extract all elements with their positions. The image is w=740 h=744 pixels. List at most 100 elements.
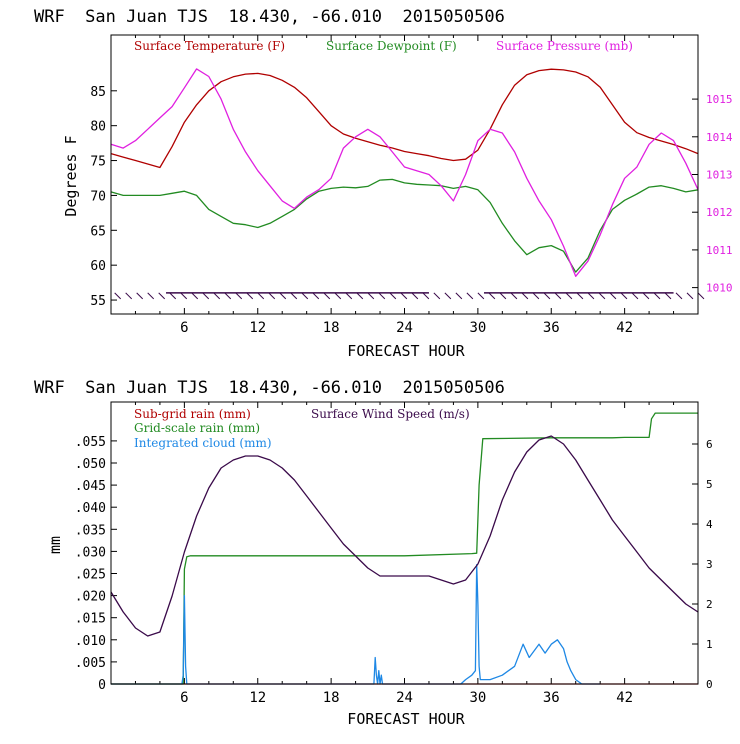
top-x-tick-label: 6: [180, 320, 188, 336]
top-y-tick-label: 70: [90, 189, 106, 204]
bottom-x-tick-label: 18: [323, 690, 340, 706]
bottom-y2-tick-label: 6: [706, 438, 713, 451]
legend-wind-speed: Surface Wind Speed (m/s): [311, 407, 470, 421]
wind-barb: [180, 292, 188, 300]
wind-barb: [521, 292, 529, 300]
bottom-x-tick-label: 12: [249, 690, 266, 706]
top-x-tick-label: 12: [249, 320, 266, 336]
top-y2-tick-label: 1012: [706, 206, 733, 219]
dewpoint-line: [110, 178, 699, 273]
temperature-line: [110, 68, 699, 169]
wind-barb: [499, 292, 507, 300]
pressure-line: [110, 68, 699, 277]
wind-barb: [301, 292, 309, 300]
wind-barb-row: [114, 292, 705, 300]
bottom-plot-frame: [110, 401, 699, 685]
wind-barb: [202, 292, 210, 300]
bottom-x-tick-label: 42: [616, 690, 633, 706]
gridscale-rain-line: [111, 412, 698, 685]
top-x-axis-label: FORECAST HOUR: [347, 342, 465, 360]
wind-barb: [587, 292, 595, 300]
top-series-lines: [110, 68, 699, 277]
wind-barb: [158, 292, 166, 300]
bottom-y-axis-label: mm: [46, 536, 64, 554]
wind-barb: [488, 292, 496, 300]
wind-barb: [334, 292, 342, 300]
bottom-y-tick-label: 0: [98, 678, 106, 693]
wind-barb: [477, 292, 485, 300]
top-y2-tick-label: 1015: [706, 93, 733, 106]
bottom-y-tick-label: .030: [75, 545, 106, 560]
top-y-tick-label: 85: [90, 85, 106, 100]
top-panel: WRF San Juan TJS 18.430, -66.010 2015050…: [34, 7, 733, 360]
bottom-y2-tick-label: 2: [706, 598, 713, 611]
wind-barb: [323, 292, 331, 300]
bottom-x-tick-label: 36: [543, 690, 560, 706]
top-y2-tick-label: 1010: [706, 282, 733, 295]
top-y-tick-label: 55: [90, 294, 106, 309]
wind-barb: [389, 292, 397, 300]
wind-barb: [411, 292, 419, 300]
bottom-y-tick-label: .010: [75, 634, 106, 649]
legend-gridscale-rain: Grid-scale rain (mm): [134, 421, 260, 435]
wind-barb: [664, 292, 672, 300]
bottom-y-tick-label: .045: [75, 479, 106, 494]
top-y-tick-label: 60: [90, 259, 106, 274]
bottom-y-tick-label: .055: [75, 435, 106, 450]
bottom-y-tick-label: .020: [75, 590, 106, 605]
bottom-chart-title: WRF San Juan TJS 18.430, -66.010 2015050…: [34, 378, 505, 398]
wind-barb: [246, 292, 254, 300]
bottom-y2-tick-label: 5: [706, 478, 713, 491]
wind-barb: [576, 292, 584, 300]
bottom-y-tick-label: .025: [75, 567, 106, 582]
wind-barb: [422, 292, 430, 300]
wind-barb: [400, 292, 408, 300]
bottom-y-tick-label: .050: [75, 457, 106, 472]
wind-barb: [279, 292, 287, 300]
legend-pressure: Surface Pressure (mb): [496, 39, 633, 53]
bottom-y2-tick-label: 0: [706, 678, 713, 691]
legend-subgrid-rain: Sub-grid rain (mm): [134, 407, 251, 421]
wind-barb: [191, 292, 199, 300]
bottom-x-tick-label: 6: [180, 690, 188, 706]
wind-barb: [455, 292, 463, 300]
top-y2-tick-label: 1014: [706, 131, 733, 144]
bottom-y2-tick-label: 1: [706, 638, 713, 651]
wind-barb: [697, 292, 705, 300]
top-y-tick-label: 75: [90, 155, 106, 170]
wind-barb: [444, 292, 452, 300]
wind-barb: [125, 292, 133, 300]
wind-barb: [114, 292, 122, 300]
bottom-panel: WRF San Juan TJS 18.430, -66.010 2015050…: [34, 378, 713, 728]
bottom-y-tick-label: .005: [75, 656, 106, 671]
top-y2-tick-label: 1013: [706, 169, 733, 182]
top-chart-title: WRF San Juan TJS 18.430, -66.010 2015050…: [34, 7, 505, 27]
wind-barb: [257, 292, 265, 300]
bottom-y-tick-label: .015: [75, 612, 106, 627]
bottom-legend: Sub-grid rain (mm) Grid-scale rain (mm) …: [134, 407, 470, 450]
top-y-tick-label: 80: [90, 120, 106, 135]
wind-barb: [268, 292, 276, 300]
wind-barb: [631, 292, 639, 300]
bottom-y-tick-label: .040: [75, 501, 106, 516]
wind-barb: [367, 292, 375, 300]
wind-barb: [675, 292, 683, 300]
bottom-axis-ticks: 6 12 18 24 30 36 420.005.010.015.020.025.030.0…: [75, 402, 713, 706]
top-x-tick-label: 30: [469, 320, 486, 336]
top-legend: Surface Temperature (F) Surface Dewpoint…: [134, 39, 633, 53]
wind-barb: [378, 292, 386, 300]
wind-barb: [147, 292, 155, 300]
wind-barb: [543, 292, 551, 300]
bottom-x-tick-label: 30: [469, 690, 486, 706]
bottom-series-lines: [110, 412, 699, 685]
wind-barb: [466, 292, 474, 300]
wind-barb: [620, 292, 628, 300]
top-y2-tick-label: 1011: [706, 244, 733, 257]
bottom-x-tick-label: 24: [396, 690, 413, 706]
bottom-x-axis-label: FORECAST HOUR: [347, 710, 465, 728]
top-x-tick-label: 36: [543, 320, 560, 336]
legend-integrated-cloud: Integrated cloud (mm): [134, 436, 272, 450]
wind-barb: [169, 292, 177, 300]
wind-barb: [356, 292, 364, 300]
